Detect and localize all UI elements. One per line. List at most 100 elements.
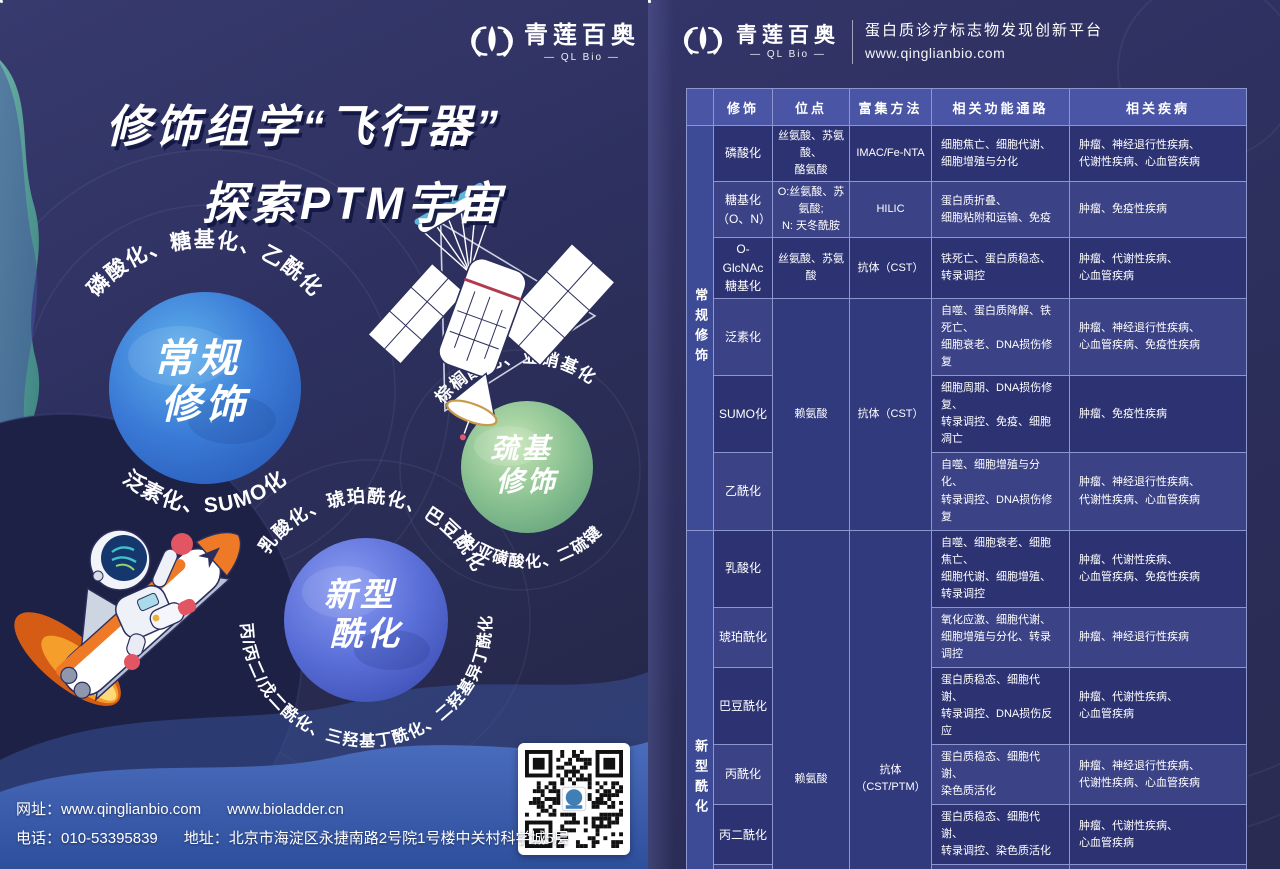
lotus-logo-icon [683, 26, 723, 55]
cell-modification: SUMO化 [713, 375, 773, 454]
qr-code [518, 743, 630, 855]
header-modification: 修饰 [713, 88, 773, 126]
poster-illustration-canvas: 常规 修饰 磷酸化、糖基化、乙酰化 泛素化、SUMO化 巯基 修饰 棕榈酰 [0, 60, 648, 869]
satellite-illustration [366, 182, 617, 441]
table-row: O-GlcNAc 糖基化 丝氨酸、苏氨酸 抗体（CST） 铁死亡、蛋白质稳态、 转录调… [687, 237, 1247, 300]
group-label-1: 新型酰化 [686, 529, 714, 869]
brand-subname: — QL Bio — [750, 49, 826, 61]
website-1[interactable]: www.qinglianbio.com [61, 801, 202, 818]
arc-label-regular-top: 磷酸化、糖基化、乙酰化 [83, 228, 326, 301]
table-row: 琥珀酰化 氧化应激、细胞代谢、 细胞增殖与分化、转录调控 肿瘤、神经退行性疾病 [687, 606, 1247, 668]
planet-thiol-modification: 巯基 修饰 [461, 401, 593, 533]
phone-number: 010-53395839 [61, 830, 158, 848]
cell-site: 丝氨酸、苏氨酸、 酪氨酸 [772, 124, 850, 183]
table-row: 常规修饰 磷酸化 丝氨酸、苏氨酸、 酪氨酸 IMAC/Fe-NTA 细胞焦亡、细胞代谢、… [686, 124, 1247, 531]
table-row: SUMO化 细胞周期、DNA损伤修复、 转录调控、免疫、细胞凋亡 肿瘤、免疫性疾病 [687, 375, 1247, 454]
circle1-label-line2: 修饰 [161, 383, 251, 427]
planet-regular-modification: 常规 修饰 [109, 292, 301, 484]
cell-function-pathway: 细胞焦亡、细胞代谢、 细胞增殖与分化 [931, 124, 1070, 183]
cell-function-pathway: 细胞周期、DNA损伤修复、 转录调控、免疫、细胞凋亡 [931, 375, 1070, 454]
ptm-table: 修饰 位点 富集方法 相关功能通路 相关疾病 常规修饰 磷酸化 丝氨酸、苏氨酸、 酪… [686, 88, 1247, 869]
cell-function-pathway: 自噬、细胞衰老、细胞焦亡、 细胞代谢、细胞增殖、转录调控 [931, 529, 1070, 608]
cell-related-disease: 肿瘤、神经退行性疾病、 心血管疾病、免疫性疾病 [1069, 298, 1247, 377]
cell-modification: 巴豆酰化 [713, 666, 773, 746]
header-site: 位点 [772, 88, 850, 126]
brand-subname: — QL Bio — [544, 51, 620, 63]
table-header-row: 修饰 位点 富集方法 相关功能通路 相关疾病 [686, 88, 1247, 126]
contact-web-line: 网址：www.qinglianbio.com www.bioladder.cn [16, 795, 569, 824]
table-row: 新型酰化 乳酸化 赖氨酸 抗体 （CST/PTM） 自噬、细胞衰老、细胞焦亡、 细胞代谢… [686, 529, 1247, 869]
astronaut-rocket-illustration [14, 529, 242, 706]
cell-function-pathway: 蛋白质折叠、 细胞粘附和运输、免疫 [931, 181, 1070, 239]
cell-site: 赖氨酸 [772, 298, 850, 531]
cell-modification: 戊二酰化 [713, 864, 773, 869]
table-row: 乙酰化 自噬、细胞增殖与分化、 转录调控、DNA损伤修复 肿瘤、神经退行性疾病、 代… [687, 452, 1247, 531]
cell-function-pathway: 蛋白质稳态、细胞代谢、 转录调控、染色质活化 [931, 804, 1070, 866]
cell-related-disease: 肿瘤、免疫性疾病 [1069, 375, 1247, 454]
website-2[interactable]: www.bioladder.cn [227, 801, 344, 818]
blue-wave-shape [0, 64, 38, 535]
svg-text:巯基 修饰: 巯基 修饰 [491, 433, 564, 497]
cell-function-pathway: 蛋白质稳态、细胞代谢、 转录调控、DNA损伤反应 [931, 666, 1070, 746]
addr-label: 地址： [183, 830, 229, 848]
cell-related-disease: 肿瘤、神经退行性疾病 [1069, 606, 1247, 668]
address: 北京市海淀区永捷南路2号院1号楼中关村科学城5层 [228, 830, 569, 848]
poster-title: 修饰组学“飞行器” 探索PTM宇宙 [106, 90, 505, 232]
planet-novel-acylation: 新型 酰化 [284, 538, 448, 702]
right-page-header: 青莲百奥 — QL Bio — 蛋白质诊疗标志物发现创新平台 www.qingl… [682, 20, 1103, 64]
table-row: 糖基化 （O、N） O:丝氨酸、苏氨酸; N: 天冬酰胺 HILIC 蛋白质折叠、 细… [687, 181, 1247, 239]
cell-related-disease: 肿瘤、免疫性疾病 [1069, 181, 1247, 239]
cell-site: O:丝氨酸、苏氨酸; N: 天冬酰胺 [772, 181, 850, 239]
cell-method: HILIC [849, 181, 932, 239]
cell-function-pathway: 蛋白质稳态、细胞代谢、 染色质活化 [931, 744, 1070, 806]
cell-method: 抗体（CST） [849, 237, 932, 300]
cell-related-disease: 肿瘤、神经退行性疾病、 代谢性疾病、心血管疾病 [1069, 124, 1247, 183]
contact-footer: 网址：www.qinglianbio.com www.bioladder.cn 电… [16, 795, 569, 854]
header-divider [852, 20, 853, 64]
cell-related-disease: 肿瘤、神经退行性疾病、 代谢性疾病、心血管疾病 [1069, 452, 1247, 531]
cell-modification: O-GlcNAc 糖基化 [713, 237, 773, 300]
cell-modification: 糖基化 （O、N） [713, 181, 773, 239]
cell-modification: 乙酰化 [713, 452, 773, 531]
svg-text:新型 酰化: 新型 酰化 [324, 576, 408, 652]
bottom-hill-near [0, 742, 648, 869]
circle2-label-line2: 修饰 [496, 466, 560, 497]
cell-modification: 琥珀酰化 [713, 606, 773, 668]
contact-tel-line: 电话：010-53395839 地址：北京市海淀区永捷南路2号院1号楼中关村科学城… [16, 824, 569, 853]
lotus-logo-icon [471, 25, 513, 57]
header-group-col [686, 88, 714, 126]
web-label: 网址： [16, 801, 62, 818]
cell-function-pathway: 自噬、细胞增殖与分化、 转录调控、DNA损伤修复 [931, 452, 1070, 531]
table-row: 丙酰化 蛋白质稳态、细胞代谢、 染色质活化 肿瘤、神经退行性疾病、 代谢性疾病、心血… [687, 744, 1247, 806]
svg-text:常规 修饰: 常规 修饰 [153, 337, 256, 427]
cell-site: 赖氨酸 [772, 529, 850, 869]
cell-related-disease: 肿瘤、代谢性疾病、 心血管疾病 [1069, 804, 1247, 866]
cell-related-disease: 肿瘤、代谢性疾病 [1069, 864, 1247, 869]
cell-site: 丝氨酸、苏氨酸 [772, 237, 850, 300]
group-label-0: 常规修饰 [686, 125, 714, 531]
brand-logo-left: 青莲百奥 — QL Bio — [469, 20, 640, 66]
poster-title-line1: 修饰组学“飞行器” [106, 101, 503, 152]
table-row: 巴豆酰化 蛋白质稳态、细胞代谢、 转录调控、DNA损伤反应 肿瘤、代谢性疾病、 心血… [687, 666, 1247, 746]
poster-panel: 常规 修饰 磷酸化、糖基化、乙酰化 泛素化、SUMO化 巯基 修饰 棕榈酰 [0, 0, 648, 869]
cell-related-disease: 肿瘤、代谢性疾病、 心血管疾病 [1069, 237, 1247, 300]
poster-title-line2: 探索PTM宇宙 [202, 178, 505, 229]
circle2-label-line1: 巯基 [491, 433, 554, 464]
cell-function-pathway: 自噬、蛋白质降解、铁死亡、 细胞衰老、DNA损伤修复 [931, 298, 1070, 377]
cell-modification: 丙酰化 [713, 744, 773, 806]
cell-method: 抗体（CST） [849, 298, 932, 531]
circle3-label-line2: 酰化 [330, 615, 404, 652]
brand-website[interactable]: www.qinglianbio.com [865, 44, 1006, 61]
cell-function-pathway: 蛋白质稳态、细胞代谢、 转录调控、染色质活化 [931, 864, 1070, 869]
cell-modification: 丙二酰化 [713, 804, 773, 866]
tel-label: 电话： [16, 830, 62, 848]
cell-method: 抗体 （CST/PTM） [849, 529, 932, 869]
cell-method: IMAC/Fe-NTA [849, 124, 932, 183]
header-related-disease: 相关疾病 [1069, 88, 1247, 126]
cell-function-pathway: 氧化应激、细胞代谢、 细胞增殖与分化、转录调控 [931, 606, 1070, 668]
cell-related-disease: 肿瘤、代谢性疾病、 心血管疾病 [1069, 666, 1247, 746]
brand-name: 青莲百奥 [524, 22, 640, 50]
circle3-label-line1: 新型 [324, 576, 398, 613]
